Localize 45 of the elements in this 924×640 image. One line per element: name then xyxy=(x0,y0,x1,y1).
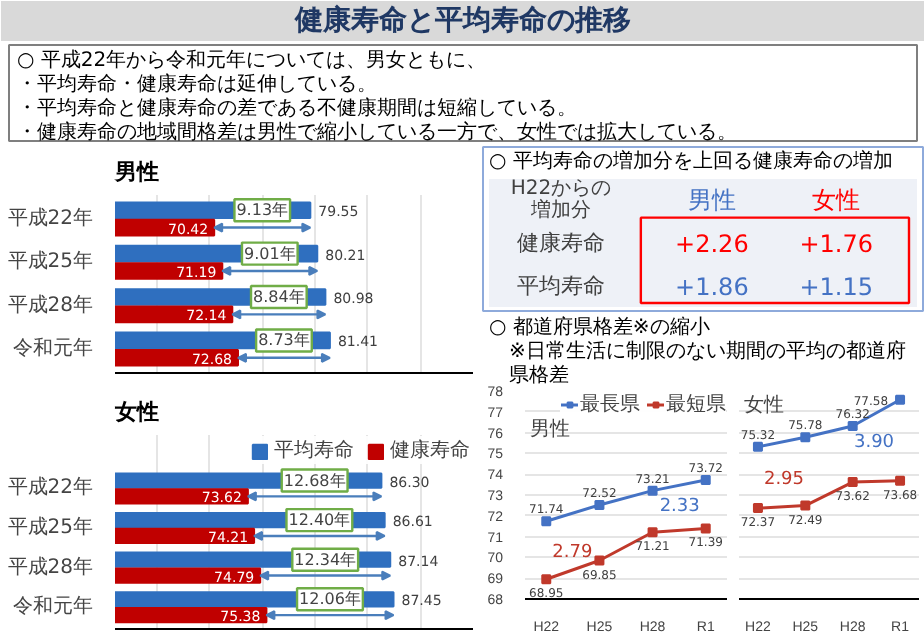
y-tick-label: 平成22年 xyxy=(7,205,94,230)
annotation: 12.68年 xyxy=(283,471,346,490)
text: 健康寿命と平均寿命の推移 xyxy=(293,3,631,37)
text: ○ 平均寿命の増加分を上回る健康寿命の増加 xyxy=(489,149,893,173)
y-tick-label: 平成22年 xyxy=(7,475,94,500)
annotation: 12.40年 xyxy=(288,511,351,530)
text: +1.86 xyxy=(675,272,749,301)
y-tick-label: 令和元年 xyxy=(13,336,93,361)
text: +1.15 xyxy=(799,272,873,301)
text: 平均寿命 xyxy=(516,272,605,299)
text: ・平均寿命と健康寿命の差である不健康期間は短縮している。 xyxy=(17,96,577,120)
text: H22からの増加分 xyxy=(510,178,612,223)
y-tick-label: 平成28年 xyxy=(7,554,94,579)
chart-title: 女性 xyxy=(113,399,159,425)
annotation: 9.01年 xyxy=(243,244,296,263)
annotation: 8.84年 xyxy=(253,288,305,307)
legend-label: 最長県 xyxy=(580,392,640,418)
text: ・平均寿命・健康寿命は延伸している。 xyxy=(17,72,377,96)
legend-label: 健康寿命 xyxy=(390,437,470,464)
chart-title: 男性 xyxy=(113,159,159,185)
legend-label: 平均寿命 xyxy=(274,438,354,464)
text: +1.76 xyxy=(799,230,873,258)
y-tick-label: 平成28年 xyxy=(7,292,94,317)
annotation: 12.06年 xyxy=(299,590,361,609)
text: ・健康寿命の地域間格差は男性で縮小している一方で、女性では拡大している。 xyxy=(17,120,737,144)
annotation: 8.73年 xyxy=(258,331,310,350)
annotation: 男性 xyxy=(530,417,571,441)
y-tick-label: 平成25年 xyxy=(7,249,94,274)
text: 健康寿命 xyxy=(516,230,605,256)
text: ○ 都道府県格差※の縮小 xyxy=(489,315,710,339)
annotation: 2.33 xyxy=(659,497,700,518)
annotation: 2.95 xyxy=(763,470,805,491)
y-tick-label: 令和元年 xyxy=(13,594,93,619)
text: ※日常生活に制限のない期間の平均の都道府県格差 xyxy=(509,339,906,388)
annotation: 12.34年 xyxy=(294,550,357,569)
annotation: 3.90 xyxy=(853,433,895,454)
y-tick-label: 平成25年 xyxy=(7,515,94,540)
text: 男性 xyxy=(687,186,736,215)
legend-label: 最短県 xyxy=(666,392,726,418)
text: ○ 平成22年から令和元年については、男女ともに、 xyxy=(17,48,487,72)
text: +2.26 xyxy=(675,230,749,258)
annotation: 9.13年 xyxy=(236,201,289,220)
annotation: 女性 xyxy=(743,393,784,417)
text: 女性 xyxy=(812,186,861,215)
annotation: 2.79 xyxy=(552,543,593,564)
